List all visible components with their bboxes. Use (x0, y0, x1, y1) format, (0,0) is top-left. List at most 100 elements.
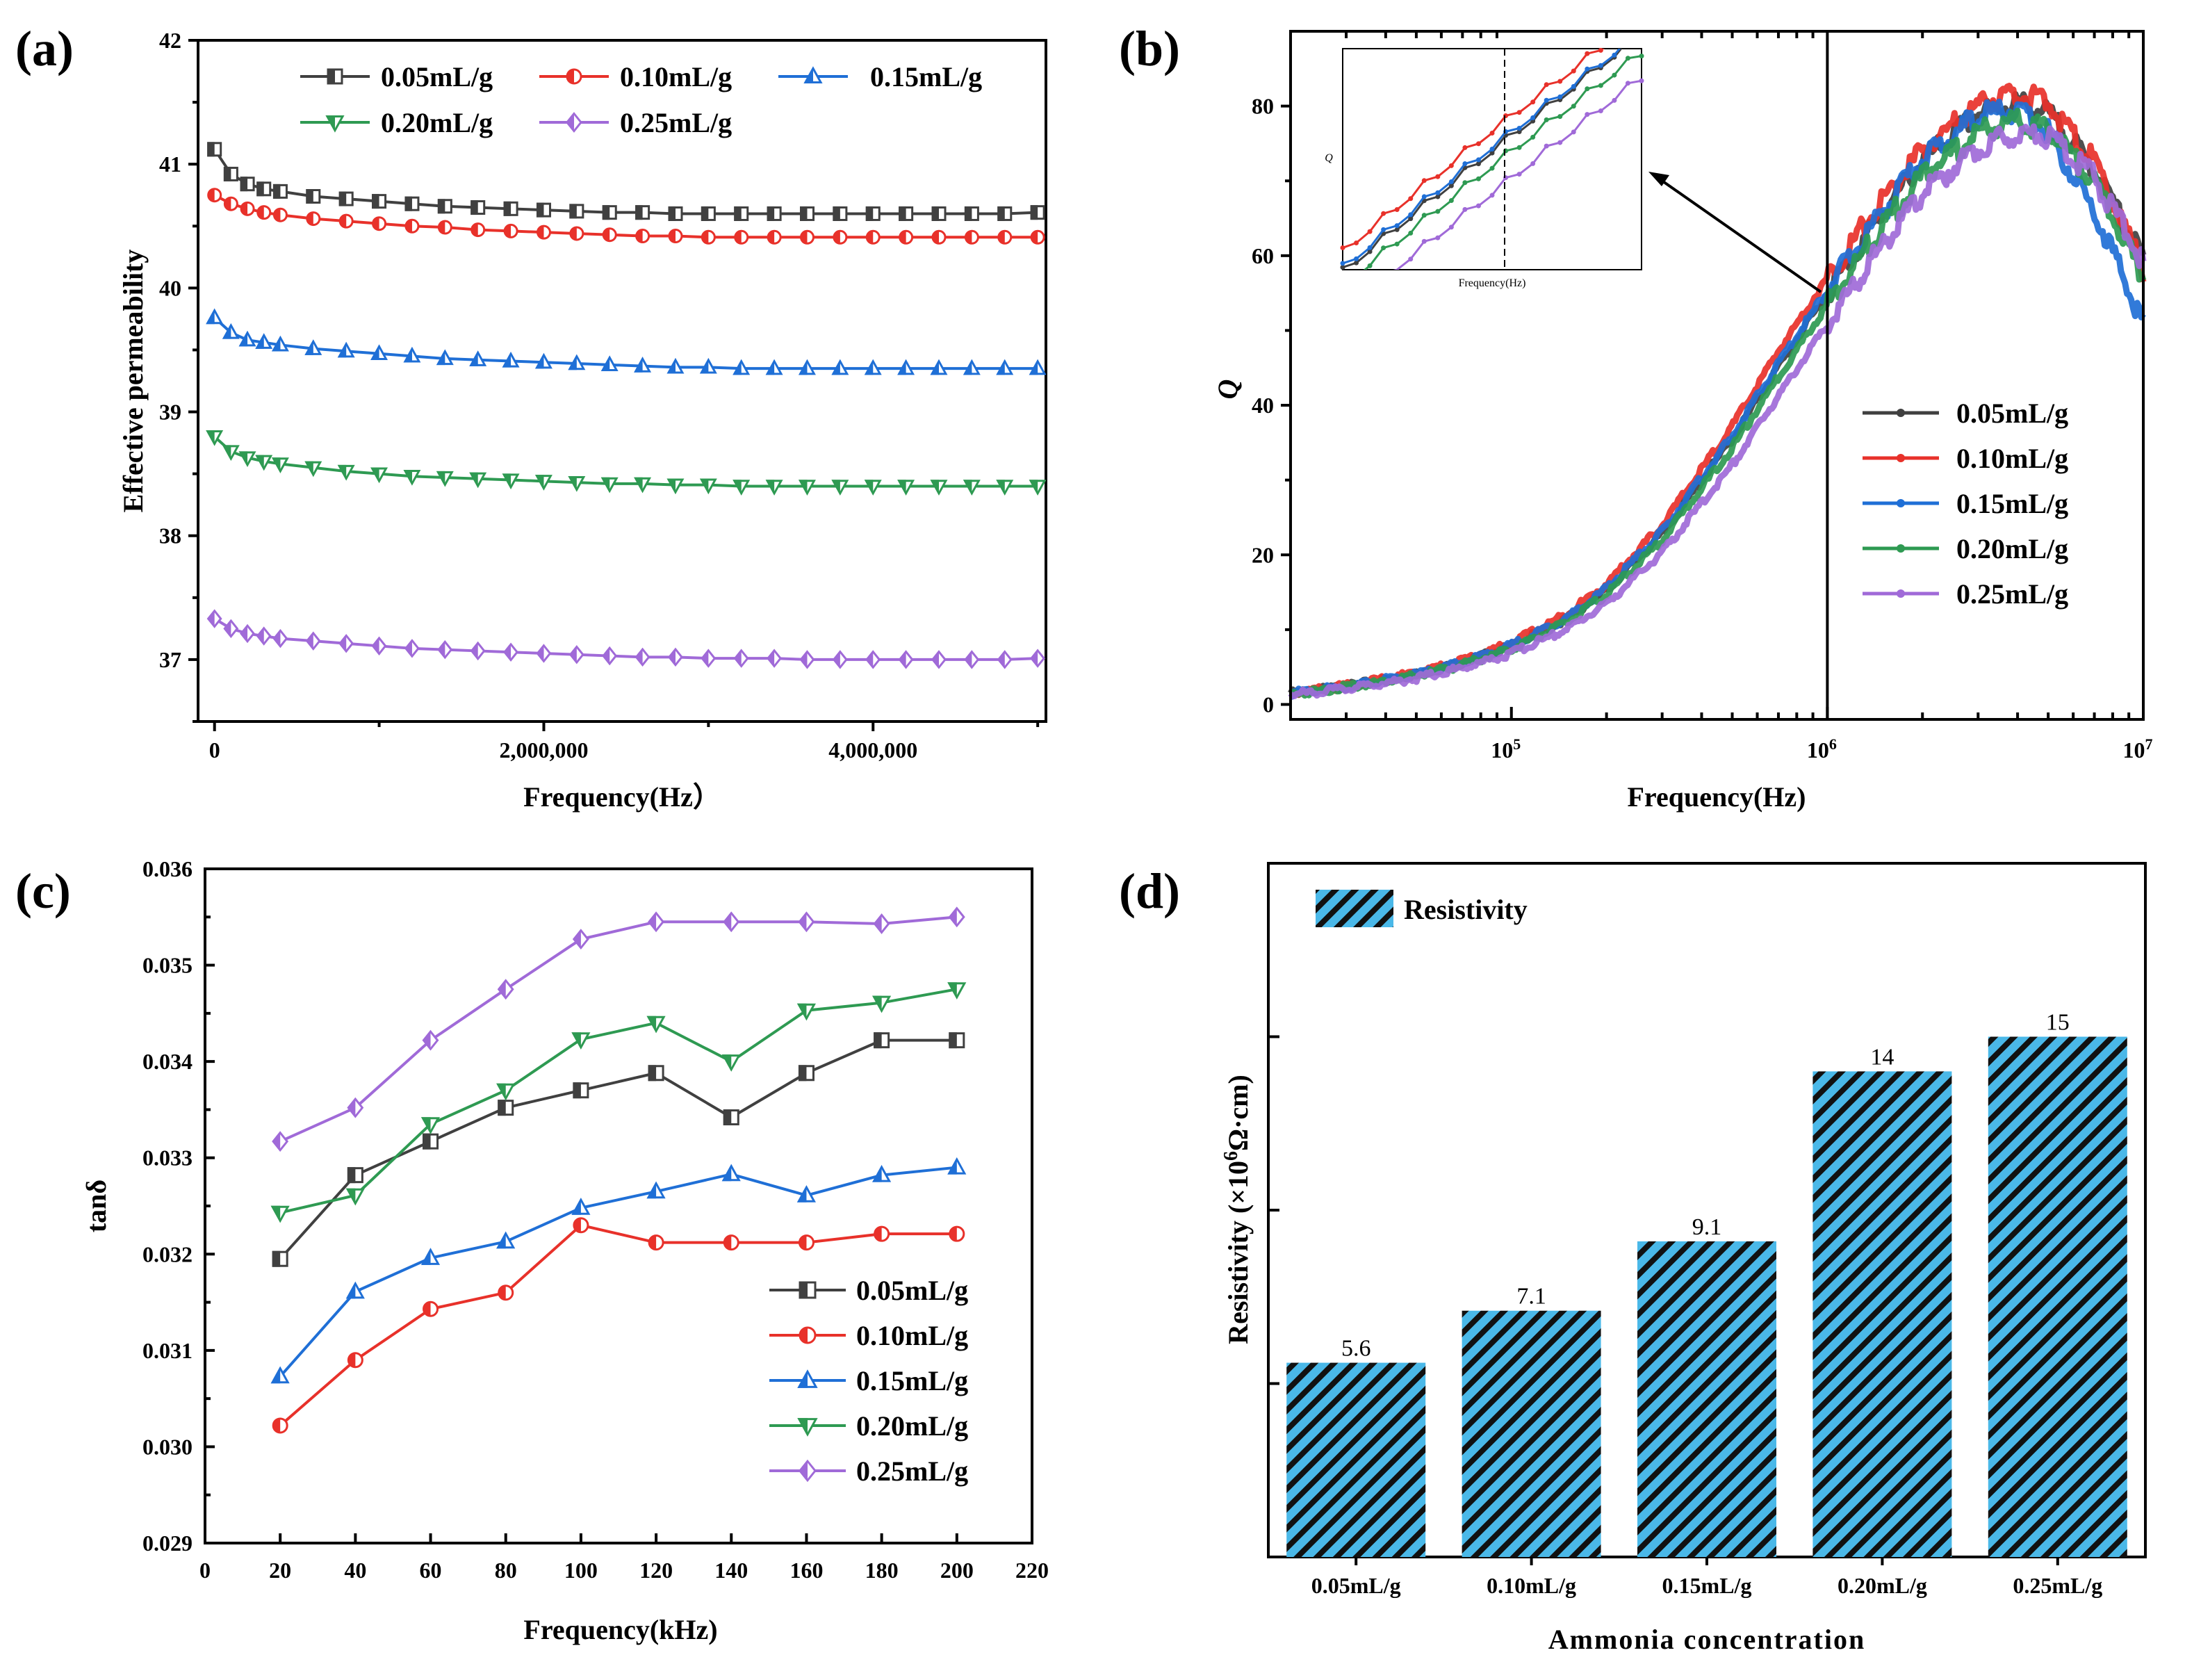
panel-a-point-fill (899, 206, 906, 221)
panel-a-point-fill (255, 333, 264, 349)
inset-series-3 (1363, 54, 1644, 270)
panel-a-point-fill (206, 308, 215, 325)
inset-point (1435, 174, 1441, 179)
inset-point (1639, 78, 1644, 83)
panel-a-point-fill (997, 206, 1005, 221)
panel-c-ylabel: tanδ (81, 1180, 112, 1232)
panel-a-point-fill (304, 461, 313, 478)
legend-text-a-1: 0.10mL/g (620, 61, 732, 92)
panel-c-label: (c) (15, 863, 71, 919)
panel-b-xtick-label: 107 (2123, 735, 2153, 763)
inset-point (1585, 51, 1590, 56)
inset-point (1544, 117, 1549, 122)
inset-point (1557, 94, 1563, 99)
inset-point (1340, 245, 1345, 250)
panel-c-point-fill (270, 1205, 281, 1223)
legend-item-a-1: 0.10mL/g (539, 61, 732, 92)
panel-a-point-fill (306, 189, 313, 204)
panel-a-point-fill (635, 205, 643, 220)
inset-point (1462, 145, 1468, 150)
inset-point (1394, 227, 1400, 232)
panel-a-point-fill (930, 359, 940, 375)
panel-d-category-label: 0.15mL/g (1662, 1573, 1752, 1598)
panel-a-point-fill (222, 323, 231, 339)
panel-c-point-fill (796, 1185, 807, 1202)
panel-a-legend: 0.05mL/g 0.10mL/g 0.15mL/g 0.20mL/g 0.25… (300, 61, 982, 138)
panel-c-point-fill (348, 1353, 356, 1367)
panel-a-point-fill (666, 357, 676, 374)
legend-marker-b-4 (1897, 589, 1905, 598)
panel-a-point-fill (765, 359, 775, 375)
panel-a-point-fill (930, 480, 940, 496)
panel-a-point-fill (733, 359, 742, 375)
panel-c-xtick-label: 120 (639, 1558, 673, 1583)
panel-c-point-fill (421, 1248, 431, 1265)
bar-015mLg (1637, 1241, 1776, 1557)
panel-a-point-fill (469, 350, 478, 366)
panel-a-point-fill (1030, 649, 1038, 668)
panel-a-point-fill (865, 206, 874, 221)
panel-a-point-fill (223, 166, 231, 181)
inset-point (1557, 114, 1563, 120)
panel-c-point-fill (872, 995, 882, 1013)
inset-point (1394, 241, 1400, 247)
panel-a-point-fill (436, 471, 445, 487)
inset-point (1639, 54, 1644, 59)
panel-a-line-1 (213, 193, 1038, 239)
panel-c-point-fill (724, 1235, 732, 1250)
inset-point (1448, 198, 1454, 204)
panel-b-label: (b) (1119, 21, 1180, 76)
panel-c-point-fill (496, 1083, 506, 1101)
panel-a-point-fill (569, 204, 577, 219)
bar-020mLg (1812, 1071, 1952, 1557)
panel-a-frame (197, 39, 1047, 723)
inset-point (1530, 134, 1536, 140)
inset-point (1530, 161, 1536, 166)
panel-a-point-fill (255, 455, 264, 471)
panel-a-point-fill (799, 359, 808, 375)
inset-point (1489, 150, 1495, 156)
inset-point (1367, 245, 1373, 250)
panel-c-point-fill (423, 1133, 431, 1150)
panel-a-point-fill (1031, 231, 1038, 244)
panel-a-point-fill (536, 644, 544, 663)
panel-a-point-fill (404, 196, 412, 211)
panel-c-point-fill (497, 979, 506, 1000)
inset-point (1448, 163, 1454, 168)
inset-point (1544, 82, 1549, 88)
panel-a-line-3 (213, 435, 1038, 488)
bar-025mLg (1988, 1036, 2127, 1557)
panel-d-ylabel-a: Resistivity (×10 (1222, 1161, 1254, 1344)
panel-c-point-fill (648, 911, 657, 933)
panel-c-ytick-label: 0.032 (142, 1241, 193, 1266)
inset-point (1557, 140, 1563, 145)
panel-a-point-fill (505, 225, 512, 238)
panel-a-point-fill (768, 231, 775, 244)
panel-c-point-fill (347, 1167, 356, 1184)
panel-a-point-fill (602, 205, 610, 220)
panel-c-point-fill (796, 1003, 807, 1021)
legend-item-a-3: 0.20mL/g (300, 107, 493, 138)
inset-ylabel: Q (1325, 152, 1333, 164)
legend-item-b-4: 0.25mL/g (1863, 578, 2068, 610)
panel-a-point-fill (502, 352, 512, 368)
panel-c-point-fill (874, 1032, 882, 1049)
panel-a-point-fill (831, 480, 840, 496)
inset-point (1408, 216, 1414, 222)
bar-value-label: 9.1 (1692, 1214, 1722, 1240)
panel-c-ytick-label: 0.036 (142, 856, 193, 881)
panel-a-point-fill (636, 229, 643, 243)
panel-c-point-fill (649, 1235, 657, 1250)
panel-a-point-fill (1029, 480, 1038, 496)
panel-a-point-fill (635, 647, 643, 667)
legend-item-c-2: 0.15mL/g (769, 1365, 968, 1396)
legend-marker-a-2-fill (803, 66, 813, 83)
panel-a-point-fill (238, 451, 248, 467)
legend-marker-b-1 (1897, 454, 1905, 462)
inset-point (1462, 206, 1468, 212)
panel-a-point-fill (666, 478, 676, 495)
inset-point (1421, 213, 1427, 218)
panel-c-xtick-label: 20 (269, 1558, 291, 1583)
panel-a-point-fill (257, 206, 264, 219)
